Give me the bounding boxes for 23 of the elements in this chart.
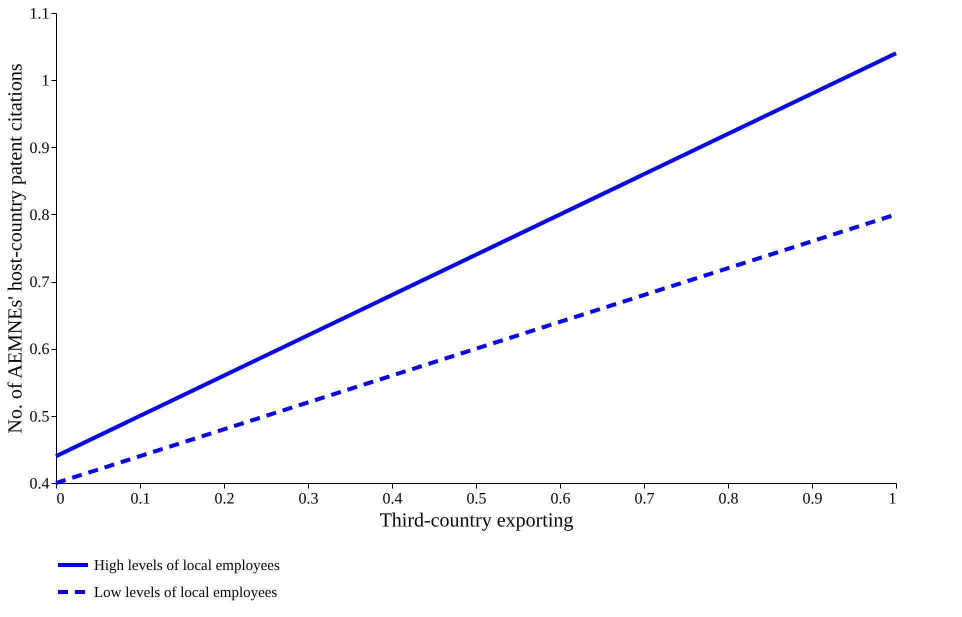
y-tick-label: 0.7	[30, 274, 50, 292]
x-axis-title: Third-country exporting	[380, 510, 574, 532]
x-tick-label: 0.2	[214, 490, 234, 508]
x-tick-label: 0	[56, 490, 64, 508]
y-tick-label: 1.1	[30, 6, 50, 22]
legend-label: High levels of local employees	[94, 558, 280, 574]
y-axis-title: No. of AEMNEs' host-country patent citations	[4, 63, 26, 434]
x-tick-label: 0.3	[298, 490, 318, 508]
x-tick-label: 0.4	[382, 490, 402, 508]
x-tick-label: 0.5	[466, 490, 486, 508]
y-tick-label: 1	[42, 72, 50, 90]
x-tick-label: 0.8	[718, 490, 738, 508]
y-tick-label: 0.8	[30, 206, 50, 224]
x-tick-label: 0.7	[634, 490, 654, 508]
x-tick-label: 0.1	[130, 490, 150, 508]
y-tick-label: 0.6	[30, 341, 50, 358]
y-tick-label: 0.9	[30, 140, 50, 157]
x-tick-label: 0.9	[802, 490, 822, 508]
x-tick-label: 1	[888, 490, 896, 508]
legend-label: Low levels of local employees	[94, 585, 278, 601]
y-tick-label: 0.5	[30, 408, 50, 426]
y-tick-label: 0.4	[30, 476, 50, 492]
x-tick-label: 0.6	[550, 490, 570, 508]
